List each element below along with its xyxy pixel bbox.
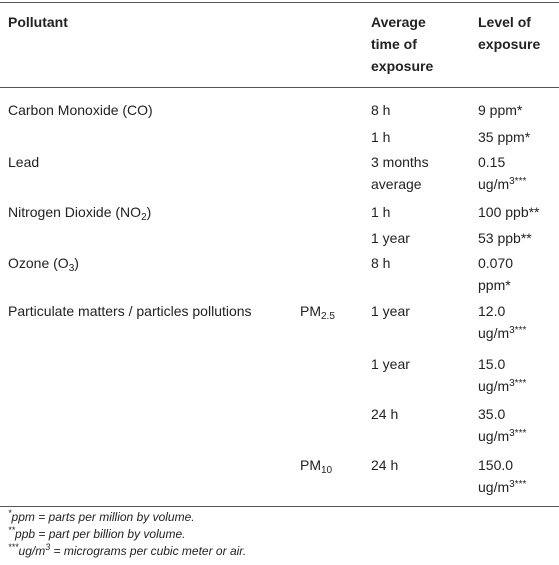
pm-level-2-line2: ug/m3*** <box>478 378 527 394</box>
lead-time-line1: 3 months <box>371 154 429 170</box>
pm25-label: PM2.5 <box>300 303 335 322</box>
pm-time-1: 1 year <box>371 303 410 319</box>
o3-level-line1: 0.070 <box>478 255 514 271</box>
header-level-line1: Level of <box>478 14 531 30</box>
pollutant-o3: Ozone (O3) <box>8 255 79 274</box>
pollutant-co: Carbon Monoxide (CO) <box>8 102 153 118</box>
pm-time-2: 1 year <box>371 356 410 372</box>
pm-time-4: 24 h <box>371 457 399 473</box>
footnote-ugm3: ***ug/m3 = micrograms per cubic meter or… <box>8 542 247 558</box>
lead-level-line2: ug/m3*** <box>478 176 527 192</box>
header-rule <box>0 87 559 88</box>
pm-level-4-line2: ug/m3*** <box>478 479 527 495</box>
pollutant-no2: Nitrogen Dioxide (NO2) <box>8 204 152 223</box>
pm-level-4-line1: 150.0 <box>478 457 514 473</box>
o3-level-line2: ppm* <box>478 277 511 293</box>
header-average-time-line3: exposure <box>371 58 434 74</box>
pollutant-pm: Particulate matters / particles pollutio… <box>8 303 252 319</box>
co-time-2: 1 h <box>371 129 391 145</box>
bottom-rule <box>0 506 559 507</box>
footnote-ppm: *ppm = parts per million by volume. <box>8 508 195 524</box>
lead-time-line2: average <box>371 176 422 192</box>
header-level-line2: exposure <box>478 36 541 52</box>
pm-level-3-line2: ug/m3*** <box>478 428 527 444</box>
no2-time-1: 1 h <box>371 204 391 220</box>
co-level-2: 35 ppm* <box>478 129 531 145</box>
pm10-label: PM10 <box>300 457 333 476</box>
co-time-1: 8 h <box>371 102 391 118</box>
pollutant-lead: Lead <box>8 154 40 170</box>
pm-time-3: 24 h <box>371 406 399 422</box>
co-level-1: 9 ppm* <box>478 102 523 118</box>
header-pollutant: Pollutant <box>8 14 68 30</box>
o3-time-1: 8 h <box>371 255 391 271</box>
header-average-time-line1: Average <box>371 14 426 30</box>
footnote-ppb: **ppb = part per billion by volume. <box>8 525 186 541</box>
top-rule <box>0 2 559 3</box>
pm-level-1-line1: 12.0 <box>478 303 506 319</box>
no2-time-2: 1 year <box>371 230 410 246</box>
pm-level-2-line1: 15.0 <box>478 356 506 372</box>
no2-level-1: 100 ppb** <box>478 204 540 220</box>
pm-level-3-line1: 35.0 <box>478 406 506 422</box>
no2-level-2: 53 ppb** <box>478 230 532 246</box>
header-average-time-line2: time of <box>371 36 417 52</box>
pm-level-1-line2: ug/m3*** <box>478 325 527 341</box>
lead-level-line1: 0.15 <box>478 154 506 170</box>
